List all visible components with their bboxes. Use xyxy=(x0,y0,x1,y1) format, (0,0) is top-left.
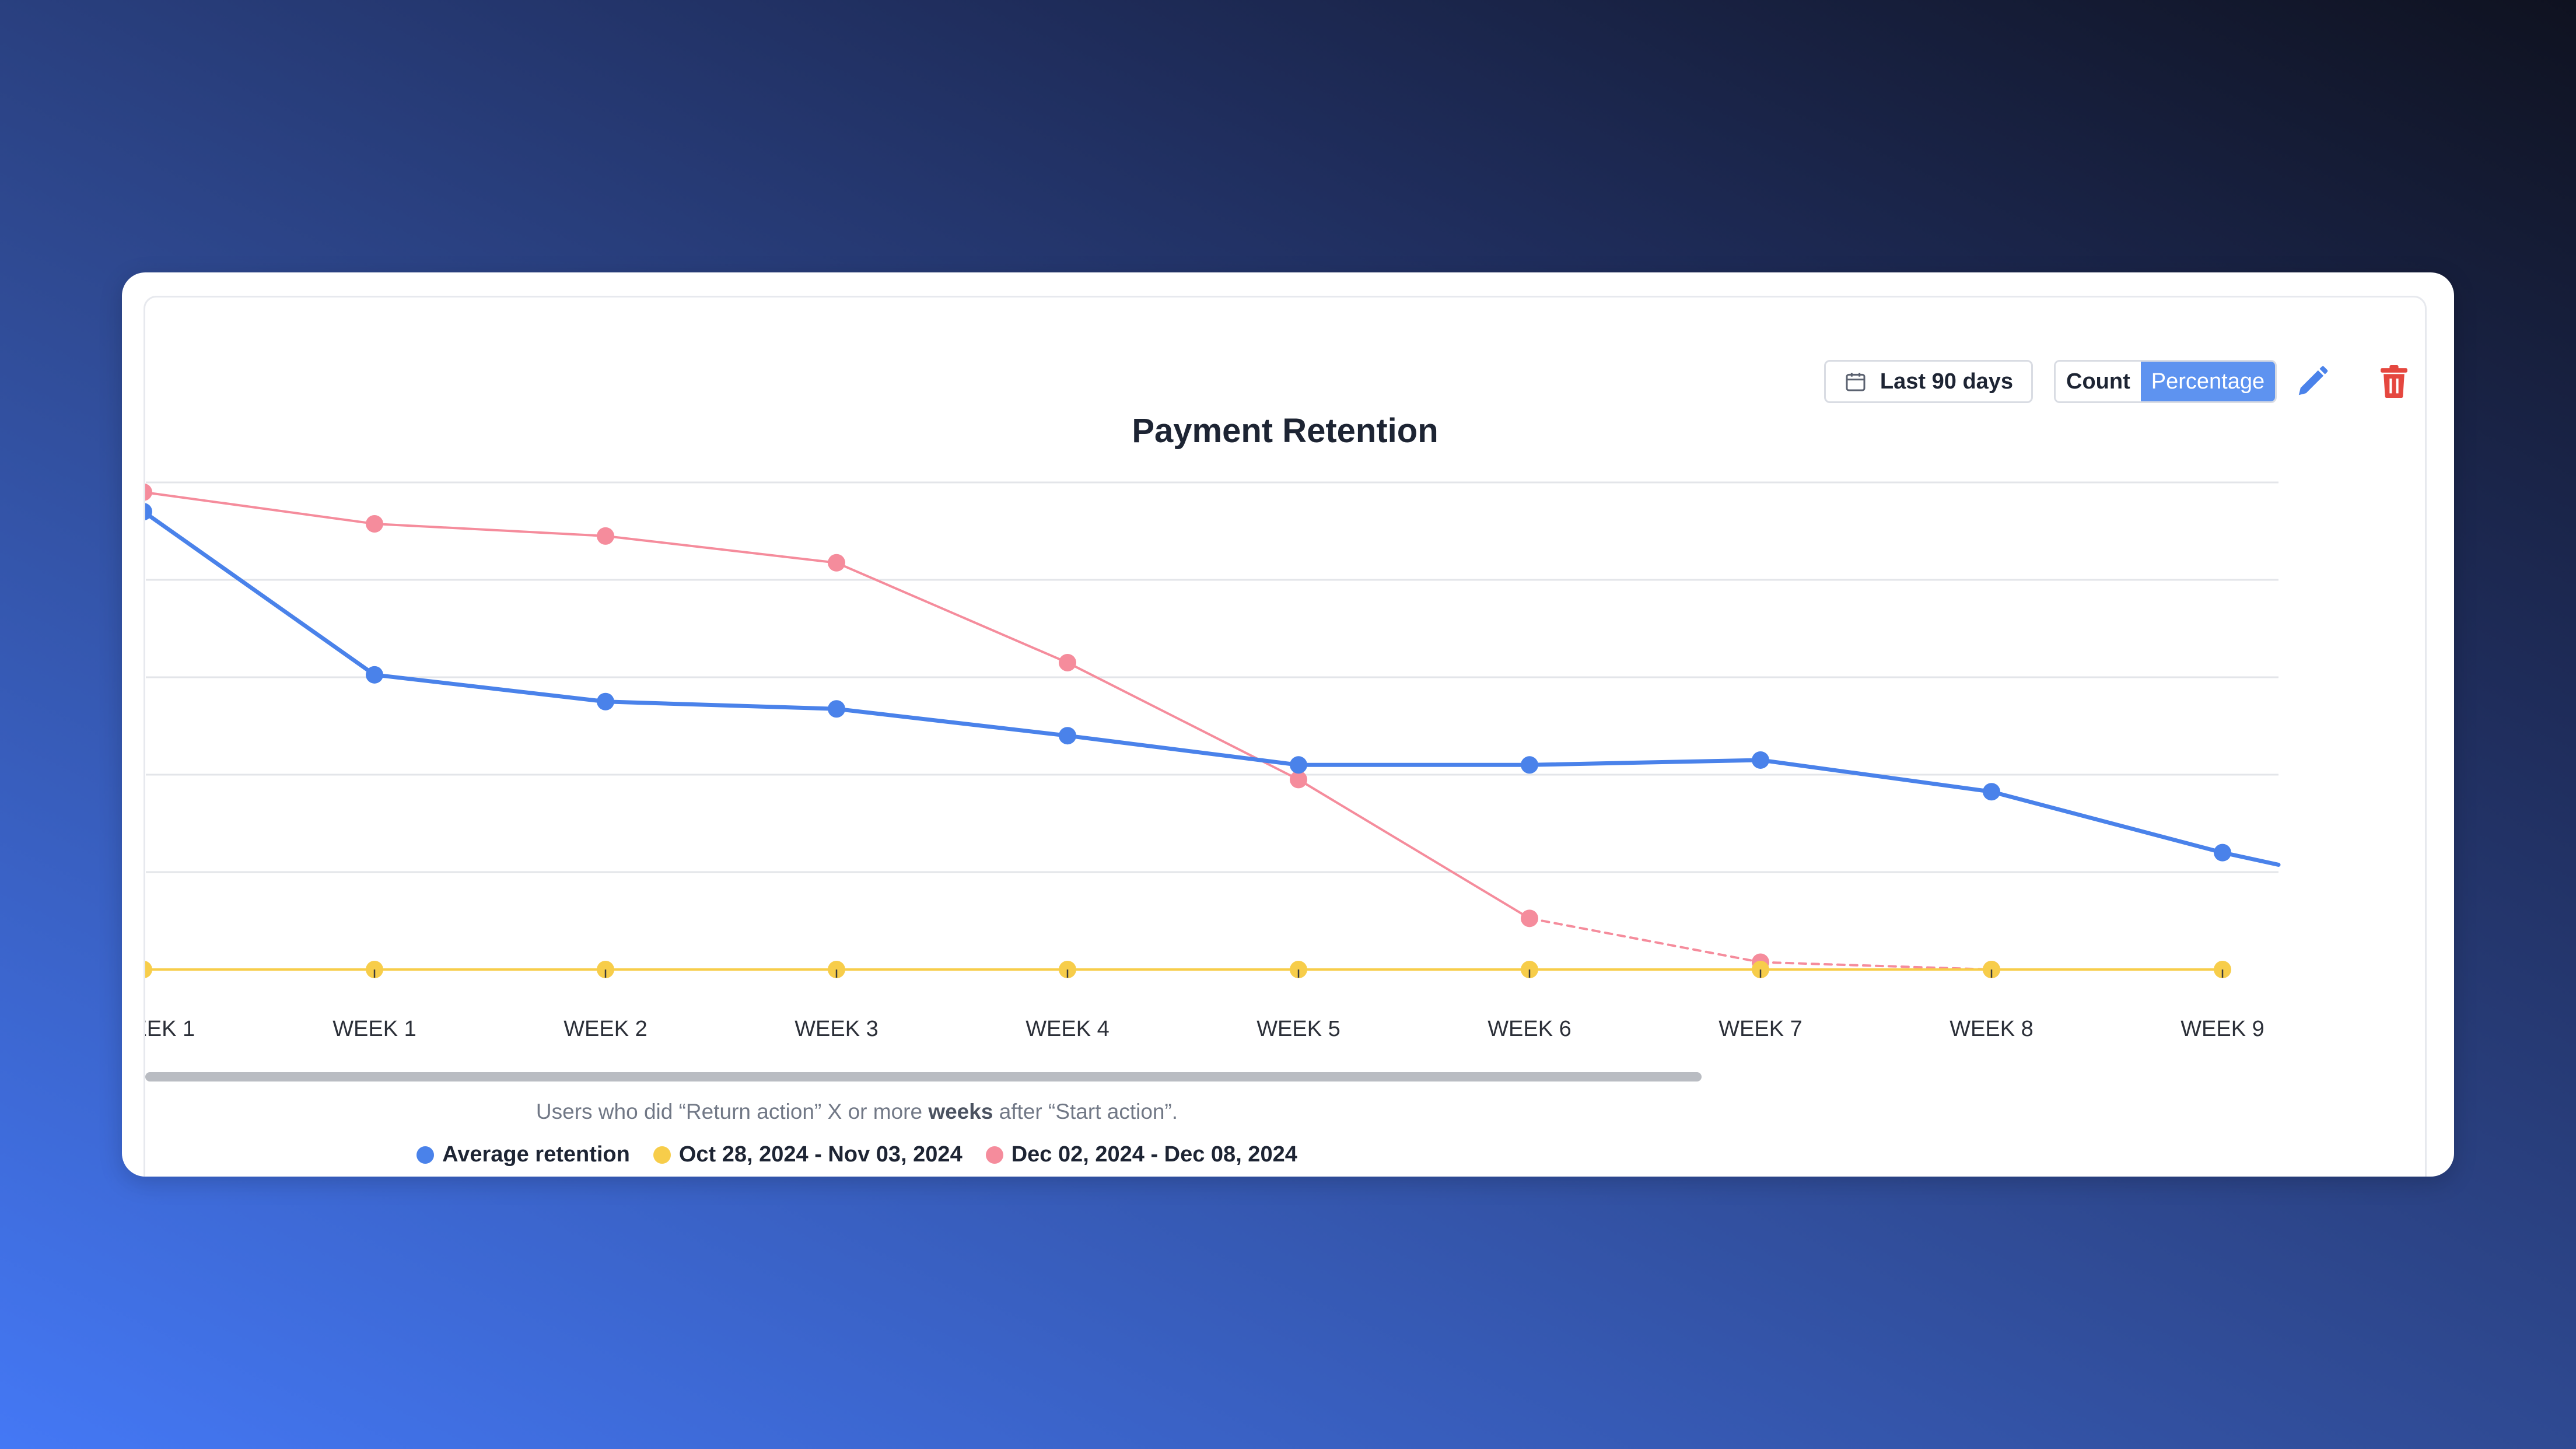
chart-toolbar: Last 90 days Count Percentage xyxy=(145,360,2425,407)
data-point xyxy=(597,527,614,545)
pencil-icon xyxy=(2298,366,2328,396)
series-line-segment xyxy=(603,699,839,711)
data-point xyxy=(1059,653,1076,671)
series-line-segment xyxy=(373,522,607,537)
series-line-segment xyxy=(834,706,1070,738)
data-point xyxy=(145,484,152,501)
legend-label: Oct 28, 2024 - Nov 03, 2024 xyxy=(678,1142,963,1167)
horizontal-scrollbar[interactable] xyxy=(145,1072,1702,1082)
series-line-segment xyxy=(1297,778,1531,920)
percentage-option[interactable]: Percentage xyxy=(2140,362,2276,401)
chart-title: Payment Retention xyxy=(1132,412,1438,450)
data-point xyxy=(1752,751,1769,769)
data-point xyxy=(145,961,152,978)
edit-button[interactable] xyxy=(2293,362,2332,401)
trash-icon xyxy=(2381,365,2407,398)
legend-item[interactable]: Average retention xyxy=(416,1142,630,1167)
data-point xyxy=(1521,909,1538,928)
series-line-segment xyxy=(2220,850,2281,867)
data-point xyxy=(1290,756,1307,774)
calendar-icon xyxy=(1846,373,1866,391)
chart-legend: Average retention Oct 28, 2024 - Nov 03, … xyxy=(145,1142,1569,1167)
series-line-segment xyxy=(145,510,377,677)
x-tick-label: WEEK 7 xyxy=(1718,1017,1803,1041)
series-line-segment xyxy=(604,534,838,564)
x-tick-label: < WEEK 1 xyxy=(145,1017,195,1041)
date-range-button[interactable]: Last 90 days xyxy=(1824,360,2033,403)
series-line-segment xyxy=(835,561,1069,664)
x-tick-label: WEEK 8 xyxy=(1950,1017,2034,1041)
legend-marker xyxy=(416,1146,435,1164)
legend-label: Average retention xyxy=(442,1142,630,1167)
x-tick-label: WEEK 1 xyxy=(332,1017,416,1041)
series-line-segment xyxy=(1759,961,1993,971)
data-point xyxy=(366,666,383,684)
series-line-segment xyxy=(1989,789,2225,855)
chart-caption: Users who did “Return action” X or more … xyxy=(145,1100,1569,1124)
caption-unit[interactable]: weeks xyxy=(928,1100,993,1124)
x-tick-label: WEEK 3 xyxy=(794,1017,878,1041)
data-point xyxy=(597,692,614,710)
series-line-segment xyxy=(1527,758,1763,767)
series-line-segment xyxy=(1758,758,1994,794)
series-line-segment xyxy=(1065,733,1301,767)
data-point xyxy=(1059,727,1076,745)
retention-card: Last 90 days Count Percentage xyxy=(122,272,2454,1177)
count-option[interactable]: Count xyxy=(2056,362,2141,401)
data-point xyxy=(2214,844,2231,862)
x-tick-label: WEEK 2 xyxy=(564,1017,648,1041)
legend-marker xyxy=(653,1146,671,1164)
data-point xyxy=(828,554,845,572)
legend-item[interactable]: Oct 28, 2024 - Nov 03, 2024 xyxy=(653,1142,963,1167)
date-range-label: Last 90 days xyxy=(1880,369,2014,394)
legend-marker xyxy=(985,1146,1003,1164)
x-tick-label: WEEK 6 xyxy=(1488,1017,1572,1041)
chart-panel: Last 90 days Count Percentage xyxy=(144,296,2427,1177)
x-tick-label: WEEK 5 xyxy=(1256,1017,1340,1041)
legend-label: Dec 02, 2024 - Dec 08, 2024 xyxy=(1011,1142,1297,1167)
x-tick-label: WEEK 4 xyxy=(1026,1017,1110,1041)
count-percentage-toggle: Count Percentage xyxy=(2054,360,2277,403)
data-point xyxy=(1983,783,2000,801)
legend-item[interactable]: Dec 02, 2024 - Dec 08, 2024 xyxy=(985,1142,1297,1167)
data-point xyxy=(828,700,845,718)
caption-suffix: after “Start action”. xyxy=(999,1100,1178,1124)
x-tick-label: WEEK 9 xyxy=(2180,1017,2264,1041)
data-point xyxy=(366,514,383,533)
delete-button[interactable] xyxy=(2375,362,2413,401)
data-point xyxy=(1521,756,1538,774)
series-line-segment xyxy=(145,491,376,525)
caption-prefix: Users who did “Return action” X or more xyxy=(536,1100,923,1124)
series-line-segment xyxy=(1528,917,1762,964)
data-point xyxy=(1290,771,1307,789)
data-point xyxy=(145,503,152,520)
series-line-segment xyxy=(372,673,608,704)
